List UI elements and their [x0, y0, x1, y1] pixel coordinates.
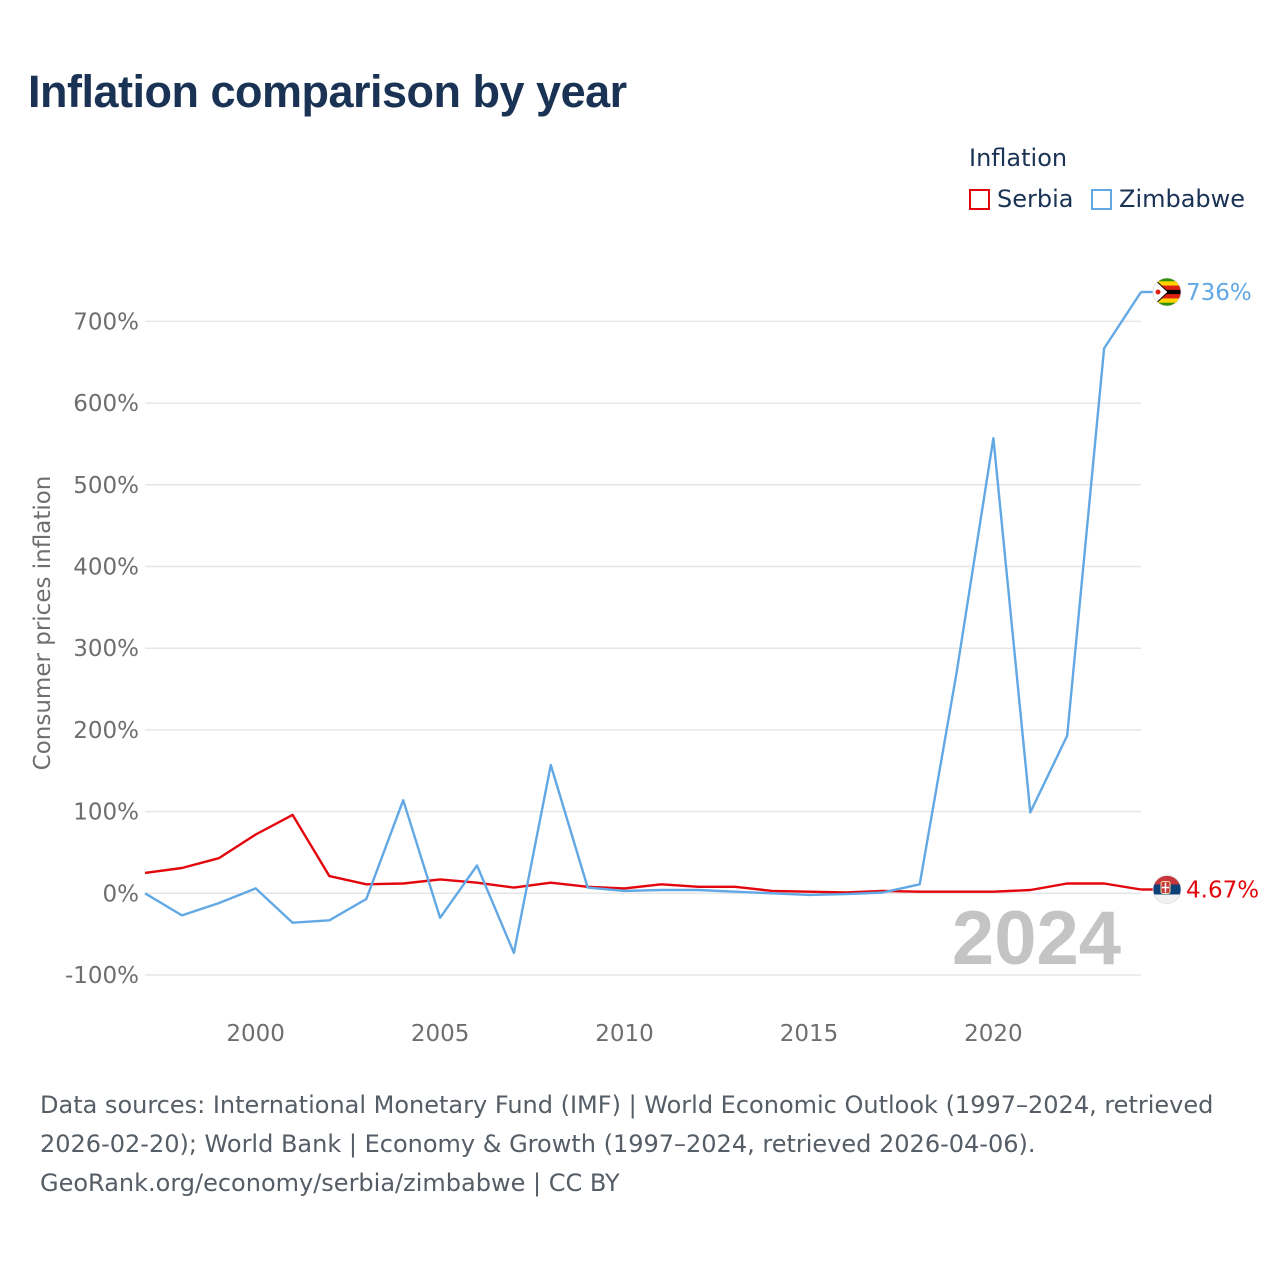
series-line-zimbabwe [144, 291, 1143, 955]
x-axis-ticks: 2000 2005 2010 2015 2020 [226, 1021, 1022, 1047]
legend-item-zimbabwe[interactable]: Zimbabwe [1091, 185, 1245, 213]
y-tick-label: 700% [73, 309, 139, 335]
y-tick-label: 100% [73, 800, 139, 826]
x-tick-label: 2015 [780, 1021, 839, 1047]
zimbabwe-swatch-icon [1091, 188, 1112, 210]
y-axis-ticks: -100% 0% 100% 200% 300% 400% 500% 600% 700% [65, 309, 139, 989]
series-line-serbia [144, 813, 1142, 894]
grid [145, 320, 1141, 976]
zimbabwe-flag-icon [1152, 277, 1182, 307]
y-tick-label: 300% [73, 636, 139, 662]
end-markers: 4.67% 736% [1141, 277, 1259, 904]
y-tick-label: 0% [103, 881, 140, 907]
y-tick-label: -100% [65, 963, 139, 989]
line-chart: -100% 0% 100% 200% 300% 400% 500% 600% 700% 2000… [30, 277, 1259, 1047]
legend-title: Inflation [969, 144, 1068, 172]
x-tick-label: 2005 [411, 1021, 470, 1047]
y-tick-label: 400% [73, 555, 139, 581]
serbia-swatch-icon [969, 188, 990, 210]
y-tick-label: 200% [73, 718, 139, 744]
data-source-note: Data sources: International Monetary Fun… [40, 1086, 1250, 1203]
x-tick-label: 2010 [595, 1021, 654, 1047]
x-tick-label: 2000 [226, 1021, 285, 1047]
x-tick-label: 2020 [964, 1021, 1023, 1047]
end-value-label-zimbabwe: 736% [1186, 280, 1252, 306]
y-axis-label: Consumer prices inflation [30, 476, 56, 771]
legend-label-zimbabwe: Zimbabwe [1119, 185, 1246, 213]
serbia-flag-icon [1152, 875, 1182, 904]
source-line-1: Data sources: International Monetary Fun… [40, 1091, 1214, 1158]
year-watermark: 2024 [952, 896, 1121, 981]
series [144, 291, 1143, 955]
y-tick-label: 600% [73, 391, 139, 417]
chart-title: Inflation comparison by year [28, 66, 627, 117]
legend-item-serbia[interactable]: Serbia [969, 185, 1073, 213]
legend-label-serbia: Serbia [997, 185, 1074, 213]
y-tick-label: 500% [73, 473, 139, 499]
source-line-2: GeoRank.org/economy/serbia/zimbabwe | CC… [40, 1169, 620, 1197]
end-value-label-serbia: 4.67% [1186, 877, 1259, 903]
